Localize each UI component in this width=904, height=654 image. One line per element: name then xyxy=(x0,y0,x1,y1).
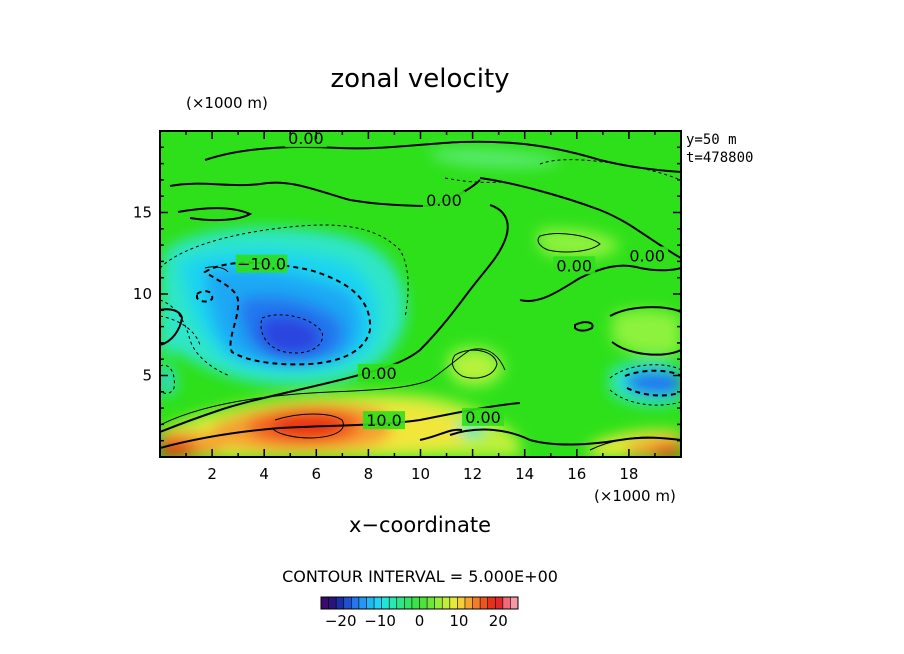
contour-label: 0.00 xyxy=(361,364,397,383)
contour-labels: 0.00 0.00 0.00 0.00 −10.0 0.00 10.0 0.00 xyxy=(235,129,669,430)
x-tick-label: 18 xyxy=(619,465,638,483)
colorbar-tick-label: −20 xyxy=(325,612,357,630)
contour-label: 0.00 xyxy=(288,129,324,148)
y-tick-label: 5 xyxy=(142,367,152,385)
x-tick-label: 2 xyxy=(207,465,217,483)
colorbar-swatch xyxy=(442,597,451,609)
x-axis-units: (×1000 m) xyxy=(594,487,676,505)
colorbar-tick-label: 20 xyxy=(489,612,508,630)
info-time: t=478800 xyxy=(686,150,753,166)
y-axis-units: (×1000 m) xyxy=(186,94,268,112)
colorbar-swatch xyxy=(419,597,428,609)
colorbar-swatch xyxy=(366,597,375,609)
chart-title: zonal velocity xyxy=(330,64,509,94)
colorbar-swatch xyxy=(351,597,360,609)
contour-label: 0.00 xyxy=(629,247,665,266)
x-axis: 2 4 6 8 10 12 14 16 18 xyxy=(185,131,656,483)
contour-label-bg xyxy=(462,407,505,426)
x-tick-label: 4 xyxy=(259,465,269,483)
colorbar-swatch xyxy=(510,597,519,609)
velocity-field: 0.00 0.00 0.00 0.00 −10.0 0.00 10.0 0.00 xyxy=(160,129,681,457)
colorbar-swatch xyxy=(449,597,458,609)
contour-label: 10.0 xyxy=(366,411,402,430)
colorbar-swatch xyxy=(495,597,504,609)
colorbar-swatch xyxy=(389,597,398,609)
colorbar-swatch xyxy=(328,597,337,609)
contour-label: −10.0 xyxy=(237,255,286,274)
contour-interval-text: CONTOUR INTERVAL = 5.000E+00 xyxy=(282,567,558,586)
colorbar-swatch xyxy=(358,597,367,609)
contour-label: 0.00 xyxy=(426,191,462,210)
colorbar-tick-label: 10 xyxy=(449,612,468,630)
colorbar-swatch xyxy=(336,597,345,609)
contour-label-bg xyxy=(357,363,400,382)
colorbar-swatch xyxy=(487,597,496,609)
y-axis: 5 10 15 xyxy=(133,146,681,442)
y-tick-label: 15 xyxy=(133,204,152,222)
contour-label: 0.00 xyxy=(465,408,501,427)
colorbar-swatch xyxy=(343,597,352,609)
contour-label-bg xyxy=(422,191,465,210)
x-axis-label: x−coordinate xyxy=(349,513,491,537)
colorbar-tick-label: −10 xyxy=(364,612,396,630)
colorbar-swatch xyxy=(502,597,511,609)
y-tick-label: 10 xyxy=(133,285,152,303)
contour-label-bg xyxy=(626,246,669,265)
contour-label-bg xyxy=(235,254,288,273)
colorbar-swatch xyxy=(472,597,481,609)
x-tick-label: 10 xyxy=(411,465,430,483)
colorbar-swatch xyxy=(411,597,420,609)
colorbar-swatch xyxy=(404,597,413,609)
colorbar-swatch xyxy=(480,597,489,609)
colorbar: −20 −10 0 10 20 xyxy=(320,596,519,630)
colorbar-swatch xyxy=(427,597,436,609)
colorbar-swatch xyxy=(381,597,390,609)
contour-label: 0.00 xyxy=(556,256,592,275)
x-tick-label: 6 xyxy=(312,465,322,483)
contour-label-bg xyxy=(553,256,596,275)
colorbar-swatch xyxy=(374,597,383,609)
colorbar-swatch xyxy=(321,597,330,609)
colorbar-frame xyxy=(320,596,519,610)
contour-label-bg xyxy=(363,411,406,430)
x-tick-label: 12 xyxy=(463,465,482,483)
x-tick-label: 14 xyxy=(515,465,534,483)
colorbar-swatch xyxy=(457,597,466,609)
x-tick-label: 8 xyxy=(364,465,374,483)
colorbar-swatch xyxy=(464,597,474,609)
colorbar-tick-label: 0 xyxy=(415,612,425,630)
colorbar-swatch xyxy=(434,597,443,609)
colorbar-swatch xyxy=(396,597,405,609)
info-y-position: y=50 m xyxy=(686,132,737,148)
x-tick-label: 16 xyxy=(567,465,586,483)
